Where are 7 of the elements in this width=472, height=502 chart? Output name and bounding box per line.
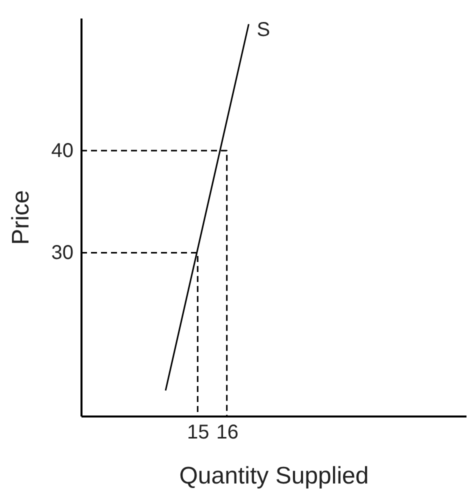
y-tick-label: 40 xyxy=(51,140,74,162)
y-tick-label: 30 xyxy=(51,242,74,264)
x-axis-title: Quantity Supplied xyxy=(179,462,369,490)
x-tick-label: 16 xyxy=(216,422,238,444)
y-axis-title: Price xyxy=(7,190,34,245)
series-label: S xyxy=(256,19,270,42)
x-tick-label: 15 xyxy=(187,422,210,444)
